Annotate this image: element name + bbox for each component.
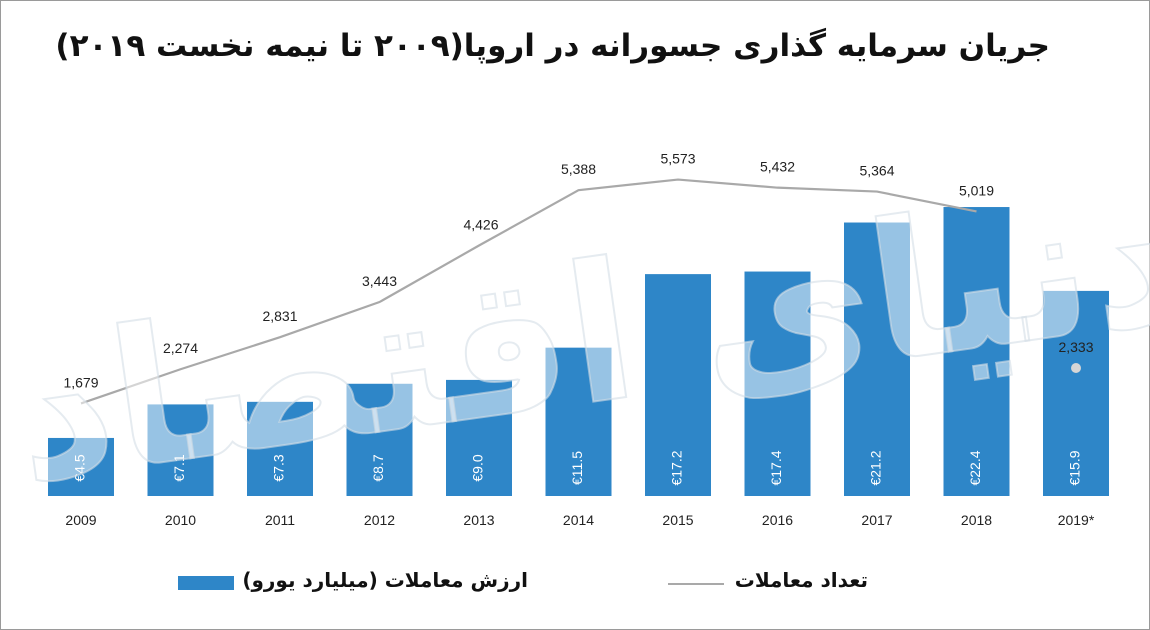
count-value-label: 5,364 <box>859 163 894 179</box>
bar-value-label: €22.4 <box>967 450 983 485</box>
bar-2013 <box>446 379 512 496</box>
x-tick-label: 2014 <box>563 512 594 528</box>
bar-value-label: €21.2 <box>868 450 884 485</box>
bar-value-label: €11.5 <box>569 451 585 485</box>
legend-value-label: ارزش معاملات (میلیارد یورو) <box>242 568 528 592</box>
count-value-label: 5,432 <box>760 159 795 175</box>
count-value-label: 1,679 <box>63 374 98 390</box>
x-tick-label: 2017 <box>861 512 892 528</box>
count-value-label: 2,333 <box>1058 339 1093 355</box>
x-tick-label: 2011 <box>265 512 295 528</box>
bar-2019* <box>1043 290 1109 496</box>
bar-value-label: €17.2 <box>669 450 685 485</box>
bar-value-label: €9.0 <box>470 454 486 481</box>
bar-value-label: €7.3 <box>271 454 287 481</box>
bar-2012 <box>346 383 413 496</box>
count-value-label: 2,831 <box>262 308 297 324</box>
bar-value-label: €15.9 <box>1067 450 1083 485</box>
count-value-label: 2,274 <box>163 340 198 356</box>
x-tick-label: 2012 <box>364 512 395 528</box>
bar-2015 <box>645 274 711 496</box>
legend-value-swatch <box>178 576 234 590</box>
chart-title: جریان سرمایه گذاری جسورانه در اروپا(۲۰۰۹… <box>55 28 1050 64</box>
bar-2010 <box>147 404 214 496</box>
bar-value-label: €17.4 <box>768 450 784 485</box>
count-line <box>80 178 977 405</box>
bar-2018 <box>943 207 1010 497</box>
x-tick-label: 2018 <box>961 512 992 528</box>
x-tick-label: 2015 <box>662 512 693 528</box>
x-tick-label: 2019* <box>1058 512 1095 528</box>
bar-2014 <box>545 347 612 496</box>
bar-value-label: €8.7 <box>370 454 386 481</box>
bar-2017 <box>844 222 910 496</box>
x-tick-label: 2010 <box>165 512 196 528</box>
bar-2011 <box>247 401 313 496</box>
bar-2016 <box>744 271 811 496</box>
count-point-2019 <box>1071 363 1081 373</box>
bar-value-label: €4.5 <box>72 454 88 481</box>
count-value-label: 5,388 <box>561 161 596 177</box>
bar-2009 <box>48 437 114 496</box>
legend-count-swatch <box>668 583 724 585</box>
count-value-label: 3,443 <box>362 273 397 289</box>
x-tick-label: 2016 <box>762 512 793 528</box>
x-tick-label: 2009 <box>65 512 96 528</box>
x-tick-label: 2013 <box>463 512 494 528</box>
bar-value-label: €7.1 <box>171 454 187 481</box>
count-value-label: 5,019 <box>959 182 994 198</box>
count-value-label: 4,426 <box>463 217 498 233</box>
legend-count-label: تعداد معاملات <box>734 568 868 592</box>
count-value-label: 5,573 <box>660 151 695 167</box>
